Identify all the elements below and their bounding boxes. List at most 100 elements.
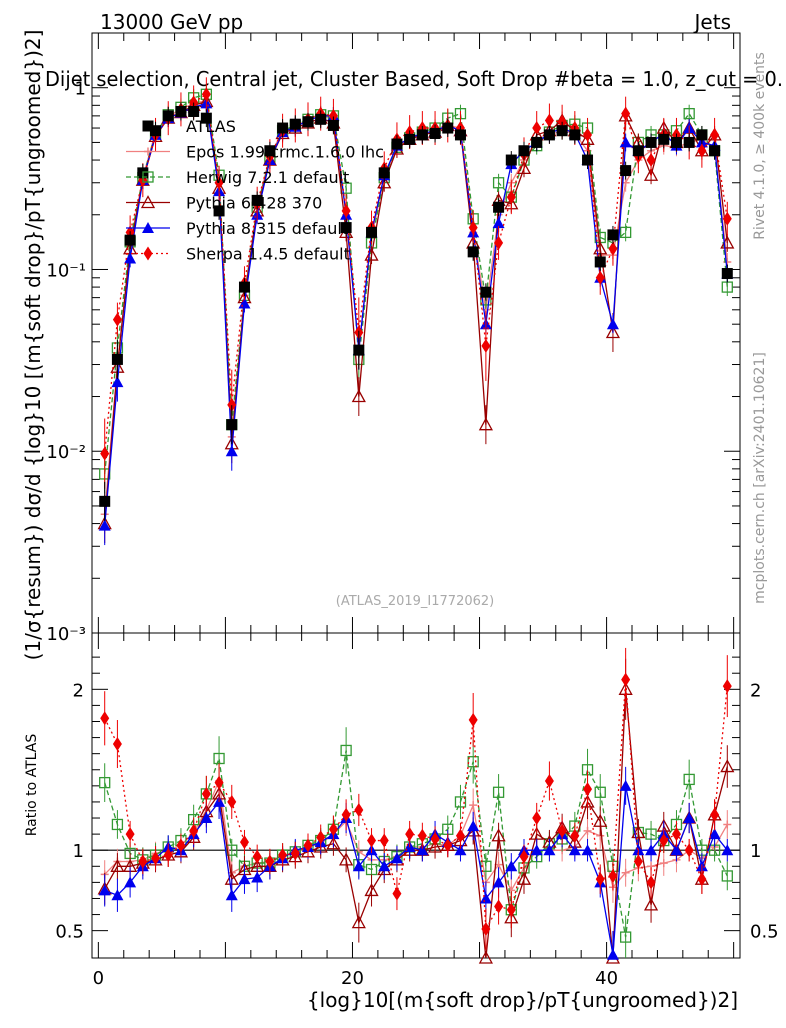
ratio-y-tick-label-right: 1: [750, 841, 761, 862]
ratio-point: [722, 679, 732, 694]
ratio-point: [416, 844, 429, 856]
ratio-point: [138, 854, 148, 869]
legend-marker: [142, 171, 154, 183]
ratio-point: [621, 672, 631, 687]
legend-label: Pythia 8.315 default: [186, 219, 348, 238]
data-point: [468, 220, 478, 235]
ratio-point: [557, 823, 567, 838]
series-atlas: [99, 102, 733, 521]
data-point: [289, 118, 301, 130]
data-point: [341, 203, 351, 218]
x-tick-label: 0: [93, 968, 104, 989]
data-point: [366, 226, 378, 238]
ratio-y-tick-label-right: 2: [750, 680, 761, 701]
series-line: [104, 100, 728, 524]
ratio-point: [583, 782, 593, 797]
data-point: [353, 344, 365, 356]
ratio-y-tick-label-right: 0.5: [750, 922, 779, 943]
data-point: [607, 229, 619, 241]
data-point: [480, 286, 492, 298]
ratio-point: [430, 831, 440, 846]
data-point: [404, 133, 416, 145]
ratio-y-tick-label: 2: [73, 680, 84, 701]
main-y-axis-label: (1/σ{resum}) dσ/d {log}10 [(m{soft drop}…: [21, 30, 45, 661]
legend-marker: [142, 222, 154, 233]
ratio-point: [492, 786, 505, 798]
ratio-point: [99, 776, 111, 789]
ratio-point: [390, 852, 403, 864]
ratio-point: [670, 844, 683, 856]
ratio-point: [278, 848, 288, 863]
ratio-point: [110, 858, 125, 872]
ratio-point: [671, 827, 681, 842]
data-point: [99, 495, 111, 507]
ratio-point: [543, 844, 556, 856]
ratio-point: [340, 744, 352, 757]
data-point: [505, 154, 517, 166]
ratio-point: [619, 931, 632, 943]
data-point: [302, 116, 314, 128]
legend-entry: Sherpa 1.4.5 default: [126, 245, 350, 264]
ratio-point: [494, 899, 504, 914]
ratio-point: [367, 833, 377, 848]
data-point: [264, 145, 276, 157]
ratio-point: [326, 836, 341, 850]
legend-marker: [140, 195, 156, 209]
ratio-point: [151, 851, 161, 866]
ratio-point: [354, 802, 364, 817]
ratio-point: [683, 812, 696, 824]
data-point: [111, 353, 123, 365]
ratio-point: [608, 868, 618, 883]
ratio-point: [621, 868, 630, 877]
data-point: [606, 318, 619, 330]
ratio-point: [176, 838, 186, 853]
data-point: [494, 235, 504, 250]
ratio-line: [104, 785, 728, 955]
data-point: [391, 138, 403, 150]
data-point: [200, 112, 212, 124]
main-y-tick-label: 10⁻³: [46, 624, 86, 645]
ratio-point: [643, 897, 659, 911]
ratio-point: [467, 756, 479, 768]
ratio-point: [454, 796, 467, 808]
ratio-line: [104, 679, 728, 932]
data-point: [124, 252, 137, 264]
ratio-point: [239, 835, 249, 850]
data-point: [670, 136, 682, 148]
ratio-point: [417, 828, 427, 843]
legend-label: Epos 1.99.crmc.1.6.0 lhc: [186, 143, 384, 162]
ratio-point: [684, 843, 694, 858]
ratio-point: [491, 828, 506, 842]
ratio-point: [478, 950, 493, 964]
data-point: [214, 175, 224, 190]
x-tick-label: 20: [341, 968, 364, 989]
data-point: [683, 136, 695, 148]
data-point: [594, 256, 606, 268]
data-point: [251, 194, 263, 206]
ratio-point: [392, 886, 402, 901]
ratio-point: [328, 822, 338, 837]
data-point: [493, 201, 505, 213]
data-point: [722, 211, 732, 226]
ratio-series-sherpa: [100, 647, 732, 950]
ratio-point: [226, 844, 238, 856]
ratio-point: [364, 883, 379, 897]
data-point: [213, 205, 225, 217]
ratio-point: [645, 844, 658, 856]
ratio-point: [721, 844, 734, 856]
data-point: [619, 226, 632, 239]
data-point: [721, 268, 733, 280]
ratio-point: [505, 860, 518, 872]
ratio-point: [710, 807, 720, 822]
data-point: [608, 241, 618, 256]
ratio-point: [405, 827, 415, 842]
ratio-point: [98, 884, 111, 896]
ratio-point: [544, 774, 554, 789]
ratio-point: [163, 848, 173, 863]
ratio-point: [454, 844, 467, 856]
ratio-point: [316, 830, 326, 845]
plot-dynamic-layer: 10⁻³ 10⁻² 10⁻¹ 1 0 20 40 0.5 0.5 1 1 2 2 (1/σ{resum})…: [21, 30, 779, 1012]
legend-marker: [144, 147, 152, 156]
data-point: [98, 519, 111, 531]
ratio-point: [720, 759, 735, 773]
